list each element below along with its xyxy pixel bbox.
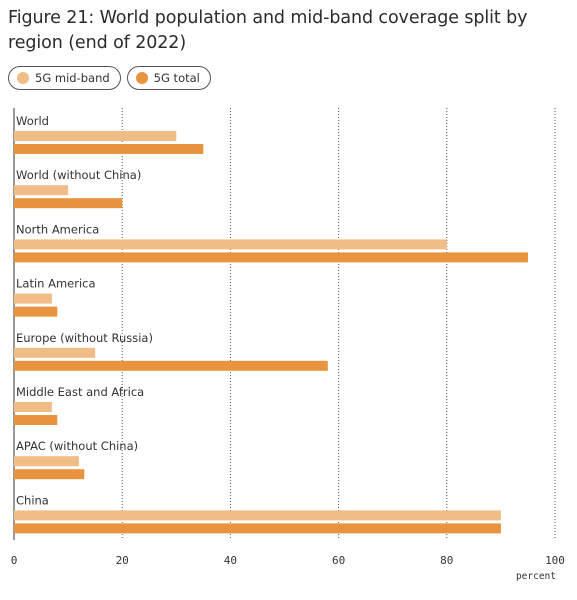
category-label: North America (16, 222, 99, 236)
bar-mid-band (14, 456, 79, 467)
category-label: World (16, 114, 49, 128)
category-label: China (16, 493, 49, 507)
x-tick-label: 0 (11, 554, 18, 567)
bar-total (14, 523, 501, 534)
x-tick-label: 20 (116, 554, 129, 567)
legend: 5G mid-band 5G total (8, 66, 211, 90)
x-tick-label: 100 (545, 554, 565, 567)
bar-mid-band (14, 239, 447, 250)
legend-label-total: 5G total (153, 71, 200, 85)
legend-swatch-mid-band (17, 72, 29, 84)
bar-mid-band (14, 185, 69, 196)
category-label: Middle East and Africa (16, 385, 144, 399)
bar-mid-band (14, 293, 52, 304)
legend-swatch-total (135, 72, 148, 84)
x-tick-label: 40 (224, 554, 237, 567)
bar-total (14, 360, 328, 371)
bar-total (14, 469, 85, 480)
category-label: Latin America (16, 277, 96, 291)
category-label: World (without China) (16, 168, 141, 182)
chart-title: Figure 21: World population and mid-band… (8, 8, 528, 53)
bar-total (14, 415, 58, 425)
bar-mid-band (14, 510, 501, 521)
x-tick-label: 80 (440, 554, 453, 567)
x-axis-label: percent (516, 571, 556, 582)
category-label: APAC (without China) (16, 439, 138, 453)
bar-mid-band (14, 347, 96, 358)
bar-total (14, 198, 123, 209)
bar-mid-band (14, 402, 52, 412)
legend-item-mid-band: 5G mid-band (8, 66, 121, 90)
legend-item-total: 5G total (126, 66, 211, 90)
bar-mid-band (14, 131, 177, 141)
bar-total (14, 306, 58, 317)
category-label: Europe (without Russia) (16, 331, 153, 345)
x-tick-label: 60 (332, 554, 345, 567)
bar-total (14, 252, 528, 263)
legend-label-mid-band: 5G mid-band (35, 71, 110, 85)
bar-total (14, 144, 204, 154)
